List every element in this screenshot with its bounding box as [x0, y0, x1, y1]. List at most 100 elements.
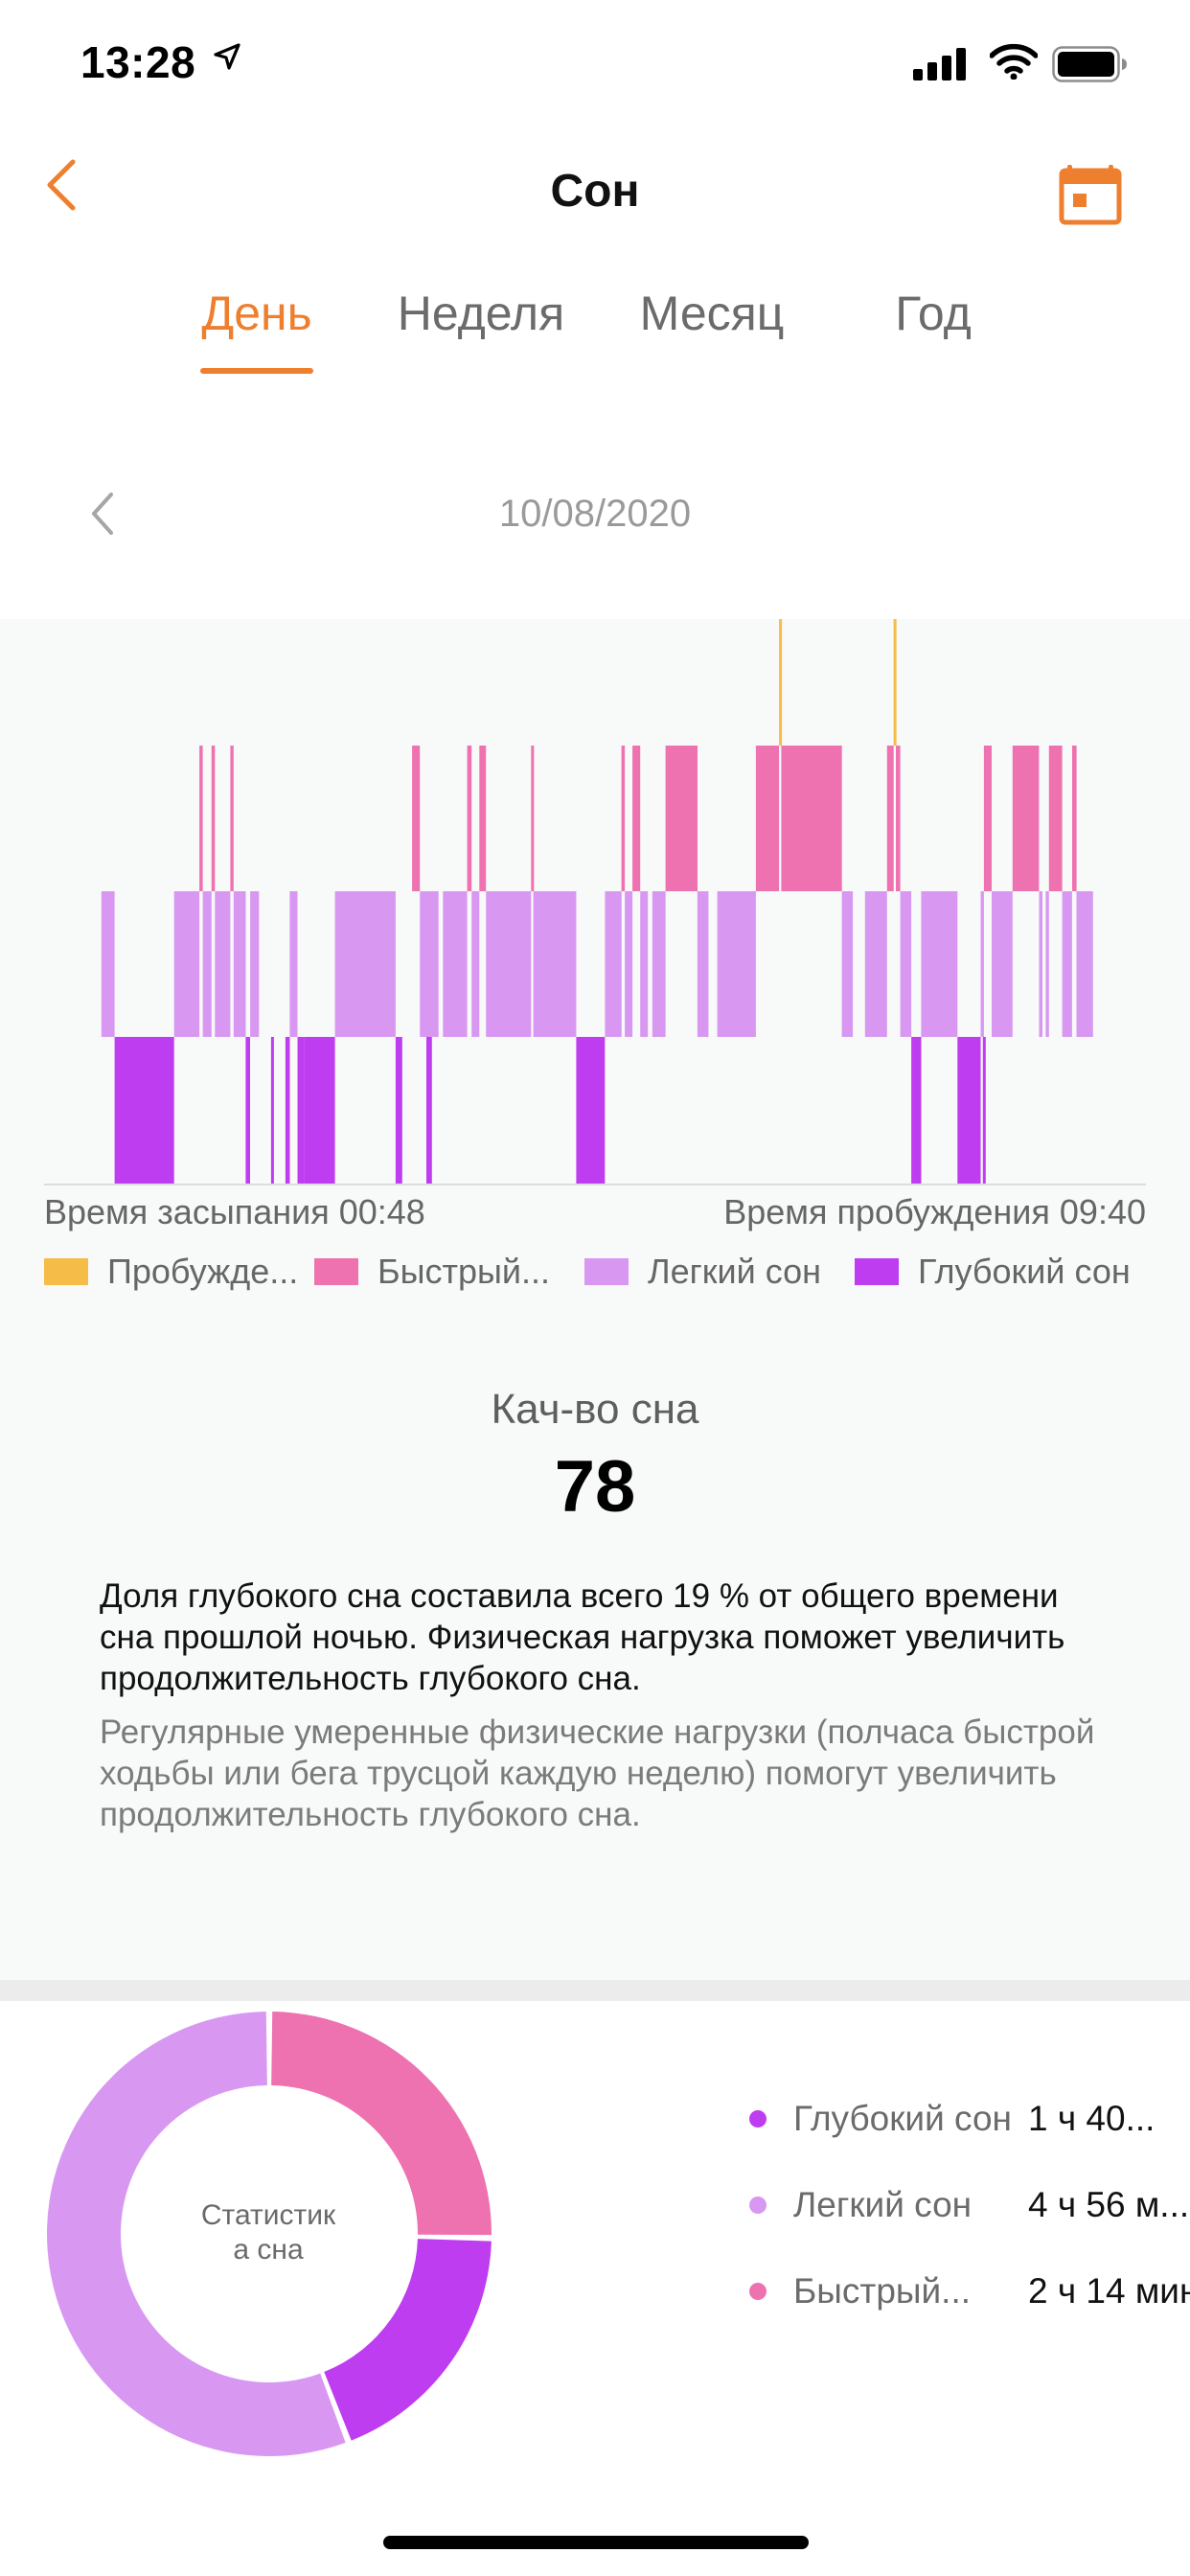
stat-value: 1 ч 40... — [1028, 2099, 1156, 2138]
wake-time: Время пробуждения 09:40 — [723, 1192, 1146, 1231]
location-arrow-icon — [213, 42, 241, 76]
stat-dot — [749, 2110, 767, 2128]
sleep-segment-deep — [395, 1037, 402, 1184]
sleep-segment-deep — [576, 1037, 606, 1184]
sleep-segment-light — [652, 891, 666, 1037]
sleep-segment-light — [250, 891, 260, 1037]
sleep-segment-light — [1039, 891, 1042, 1037]
donut-slice — [271, 2012, 492, 2236]
section-divider — [0, 1980, 1190, 2001]
legend-label: Легкий сон — [648, 1252, 822, 1291]
sleep-segment-rem — [621, 746, 626, 891]
sleep-segment-light — [900, 891, 912, 1037]
stat-name: Быстрый... — [793, 2271, 971, 2311]
sleep-segment-light — [697, 891, 709, 1037]
tab-year[interactable]: Год — [895, 287, 972, 340]
sleep-segment-light — [992, 891, 1013, 1037]
sleep-segment-light — [101, 891, 115, 1037]
sleep-segment-rem — [632, 746, 641, 891]
tab-day[interactable]: День — [201, 287, 312, 340]
donut-center-label-line: а сна — [233, 2234, 304, 2266]
sleep-segment-deep — [426, 1037, 432, 1184]
calendar-icon — [1056, 165, 1125, 232]
sleep-segment-deep — [911, 1037, 922, 1184]
previous-date-button[interactable] — [80, 489, 123, 539]
sleep-segment-rem — [665, 746, 698, 891]
sleep-segment-light — [625, 891, 633, 1037]
sleep-segment-light — [471, 891, 480, 1037]
sleep-segment-rem — [1072, 746, 1077, 891]
sleep-segment-rem — [1048, 746, 1063, 891]
sleep-segment-rem — [479, 746, 487, 891]
donut-center-label-line: Статистик — [200, 2199, 336, 2231]
legend-swatch — [855, 1258, 899, 1285]
sleep-segment-light — [486, 891, 532, 1037]
sleep-segment-awake — [779, 619, 783, 746]
sleep-segment-light — [1076, 891, 1093, 1037]
sleep-segment-rem — [1012, 746, 1040, 891]
sleep-segment-rem — [886, 746, 894, 891]
sleep-segment-light — [1045, 891, 1049, 1037]
sleep-segment-deep — [297, 1037, 305, 1184]
sleep-quality-label: Кач-во сна — [491, 1386, 699, 1433]
stat-dot — [749, 2283, 767, 2300]
legend-swatch — [314, 1258, 358, 1285]
stat-row-light: Легкий сон 4 ч 56 м... — [749, 2185, 1190, 2225]
sleep-segment-light — [1062, 891, 1072, 1037]
sleep-segment-light — [717, 891, 756, 1037]
tab-month[interactable]: Месяц — [639, 287, 785, 340]
sleep-segment-light — [334, 891, 396, 1037]
stat-row-rem: Быстрый... 2 ч 14 мин — [749, 2271, 1190, 2312]
sleep-segment-rem — [983, 746, 992, 891]
cellular-signal-icon — [913, 48, 969, 85]
legend-item-deep: Глубокий сон — [855, 1252, 1131, 1292]
battery-icon — [1052, 46, 1129, 87]
sleep-segment-light — [215, 891, 231, 1037]
sleep-stage-chart — [44, 619, 1146, 1185]
stat-value: 2 ч 14 мин — [1028, 2271, 1190, 2311]
status-time: 13:28 — [80, 37, 196, 87]
donut-center-label: Статистик а сна — [172, 2198, 364, 2267]
sleep-segment-light — [841, 891, 854, 1037]
back-button[interactable] — [27, 153, 94, 220]
tab-week[interactable]: Неделя — [397, 287, 565, 340]
sleep-segment-rem — [755, 746, 780, 891]
sleep-segment-light — [173, 891, 200, 1037]
sleep-segment-light — [605, 891, 622, 1037]
sleep-quality-score: 78 — [554, 1446, 636, 1528]
wifi-icon — [989, 43, 1039, 84]
sleep-segment-light — [921, 891, 958, 1037]
sleep-advice-text: Доля глубокого сна составила всего 19 % … — [100, 1577, 1065, 1697]
stat-row-deep: Глубокий сон 1 ч 40... — [749, 2099, 1190, 2139]
stat-name: Глубокий сон — [793, 2099, 1012, 2138]
sleep-segment-rem — [412, 746, 421, 891]
legend-item-awake: Пробужде... — [44, 1252, 298, 1292]
sleep-segment-deep — [957, 1037, 981, 1184]
page-title: Сон — [550, 166, 640, 217]
donut-slice — [324, 2239, 492, 2441]
sleep-segment-deep — [270, 1037, 274, 1184]
active-tab-indicator — [200, 368, 313, 374]
sleep-segment-deep — [114, 1037, 174, 1184]
sleep-segment-light — [980, 891, 984, 1037]
sleep-advice-hint: Регулярные умеренные физические нагрузки… — [100, 1714, 1095, 1833]
sleep-segment-rem — [211, 746, 216, 891]
chevron-left-icon — [80, 493, 123, 542]
legend-label: Быстрый... — [378, 1252, 550, 1291]
home-indicator — [383, 2536, 809, 2549]
sleep-segment-deep — [304, 1037, 335, 1184]
sleep-segment-awake — [893, 619, 897, 746]
legend-item-rem: Быстрый... — [314, 1252, 550, 1292]
donut-slice — [46, 2012, 346, 2456]
sleep-segment-deep — [285, 1037, 290, 1184]
legend-item-light: Легкий сон — [584, 1252, 821, 1292]
sleep-segment-light — [233, 891, 246, 1037]
sleep-segment-light — [443, 891, 468, 1037]
chevron-left-icon — [44, 158, 77, 217]
stat-value: 4 ч 56 м... — [1028, 2185, 1190, 2224]
sleep-segment-rem — [199, 746, 203, 891]
sleep-segment-light — [533, 891, 577, 1037]
stat-name: Легкий сон — [793, 2185, 973, 2224]
legend-swatch — [584, 1258, 629, 1285]
calendar-button[interactable] — [1056, 159, 1125, 228]
